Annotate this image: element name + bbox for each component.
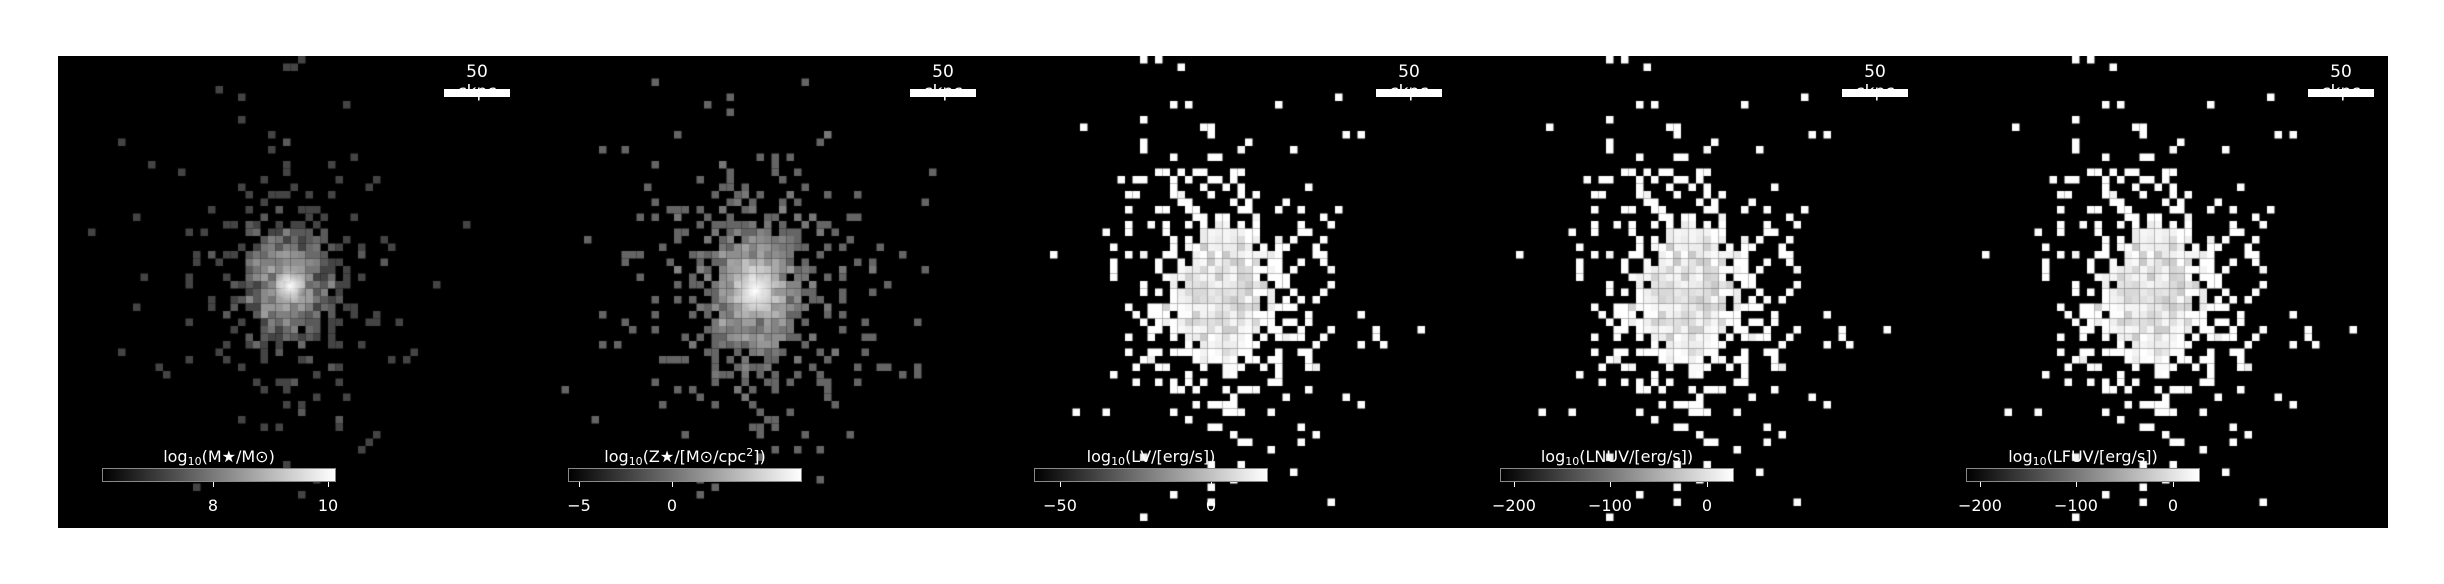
colorbar <box>1034 468 1268 482</box>
scale-bar <box>1376 89 1442 97</box>
colorbar-tick: 10 <box>317 496 339 515</box>
colorbar-tick: −100 <box>1588 496 1632 515</box>
scale-bar <box>1842 89 1908 97</box>
scale-bar <box>444 89 510 97</box>
metallicity-map <box>524 56 990 528</box>
nuv-luminosity-map <box>1456 56 1922 528</box>
colorbar <box>568 468 802 482</box>
nuv-luminosity-panel: 50 ckpc log10(LNUV/[erg/s]) −200 −100 0 <box>1456 56 1922 528</box>
colorbar-label: log10(M★/M⊙) <box>163 447 275 468</box>
scale-bar <box>910 89 976 97</box>
stellar-mass-panel: 50 ckpc log10(M★/M⊙) 8 10 <box>58 56 524 528</box>
stellar-mass-map <box>58 56 524 528</box>
colorbar <box>102 468 336 482</box>
colorbar-tick: −5 <box>567 496 591 515</box>
colorbar-tick: 8 <box>207 496 219 515</box>
colorbar-tick: 0 <box>1701 496 1713 515</box>
colorbar-tick: −200 <box>1492 496 1536 515</box>
metallicity-panel: 50 ckpc log10(Z★/[M⊙/cpc2]) −5 0 <box>524 56 990 528</box>
colorbar-label: log10(Z★/[M⊙/cpc2]) <box>604 446 766 468</box>
colorbar <box>1500 468 1734 482</box>
colorbar-label: log10(LFUV/[erg/s]) <box>2008 447 2158 468</box>
fuv-luminosity-panel: 50 ckpc log10(LFUV/[erg/s]) −200 −100 0 <box>1922 56 2388 528</box>
colorbar-tick: −50 <box>1043 496 1077 515</box>
v-luminosity-panel: 50 ckpc log10(LV/[erg/s]) −50 0 <box>990 56 1456 528</box>
colorbar <box>1966 468 2200 482</box>
colorbar-tick: 0 <box>1205 496 1217 515</box>
colorbar-label: log10(LV/[erg/s]) <box>1086 447 1216 468</box>
colorbar-tick: 0 <box>666 496 678 515</box>
colorbar-tick: −200 <box>1958 496 2002 515</box>
colorbar-tick: −100 <box>2054 496 2098 515</box>
v-luminosity-map <box>990 56 1456 528</box>
scale-bar <box>2308 89 2374 97</box>
colorbar-label: log10(LNUV/[erg/s]) <box>1540 447 1694 468</box>
fuv-luminosity-map <box>1922 56 2388 528</box>
colorbar-tick: 0 <box>2167 496 2179 515</box>
